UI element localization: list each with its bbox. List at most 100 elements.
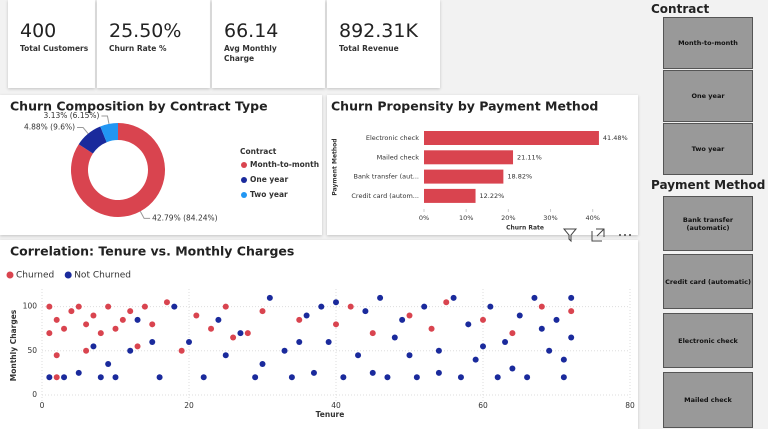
kpi-card: 66.14 Avg Monthly Charge — [212, 0, 325, 88]
scatter-point — [105, 303, 112, 310]
scatter-point — [347, 303, 354, 310]
more-icon[interactable] — [619, 234, 631, 236]
scatter-point — [61, 374, 68, 381]
y-axis-title: Payment Method — [332, 138, 339, 195]
chart-title: Churn Composition by Contract Type — [10, 99, 268, 114]
scatter-point — [560, 356, 567, 363]
scatter-point — [163, 299, 170, 306]
y-tick-label: Bank transfer (aut... — [353, 173, 419, 181]
scatter-point — [457, 374, 464, 381]
scatter-point — [355, 352, 362, 359]
scatter-point — [325, 338, 332, 345]
scatter-point — [281, 347, 288, 354]
scatter-point — [318, 303, 325, 310]
kpi-label: Avg Monthly Charge — [224, 44, 277, 63]
scatter-point — [406, 352, 413, 359]
slicer-option[interactable]: Month-to-month — [663, 17, 753, 69]
scatter-point — [450, 294, 457, 301]
kpi-card: 400 Total Customers — [8, 0, 95, 88]
scatter-point — [531, 294, 538, 301]
scatter-point — [222, 303, 229, 310]
scatter-point — [288, 374, 295, 381]
scatter-point — [127, 308, 134, 315]
x-tick-label: 40 — [331, 401, 341, 410]
scatter-point — [75, 303, 82, 310]
scatter-point — [46, 374, 53, 381]
y-tick-label: Mailed check — [377, 153, 420, 161]
scatter-point — [568, 308, 575, 315]
y-tick-label: 100 — [23, 302, 38, 311]
slicer-option[interactable]: Mailed check — [663, 372, 753, 428]
scatter-point — [230, 334, 237, 341]
scatter-point — [200, 374, 207, 381]
scatter-point — [61, 325, 68, 332]
scatter-point — [46, 330, 53, 337]
slicer-option[interactable]: Electronic check — [663, 313, 753, 368]
legend-swatch — [6, 271, 14, 279]
slicer-option[interactable]: Credit card (automatic) — [663, 254, 753, 309]
scatter-point — [443, 299, 450, 306]
scatter-point — [296, 316, 303, 323]
scatter-point — [480, 343, 486, 350]
scatter-point — [134, 343, 141, 350]
scatter-point — [53, 316, 60, 323]
legend-label: One year — [250, 175, 288, 184]
scatter-point — [399, 316, 406, 323]
bar-chart: Churn Propensity by Payment Method Electr… — [331, 99, 628, 232]
scatter-point — [413, 374, 420, 381]
scatter-point — [472, 356, 479, 363]
scatter-point — [83, 347, 90, 354]
scatter-point — [428, 325, 435, 332]
scatter-point — [494, 374, 501, 381]
scatter-point — [303, 312, 310, 319]
donut-slice — [71, 123, 165, 217]
legend-label: Churned — [16, 271, 54, 281]
scatter-point — [487, 303, 494, 310]
scatter-point — [90, 343, 97, 350]
legend-swatch — [64, 271, 72, 279]
legend-swatch — [241, 177, 247, 183]
slicer-option[interactable]: Two year — [663, 123, 753, 175]
legend-label: Two year — [250, 190, 288, 199]
x-tick-label: 40% — [585, 214, 599, 222]
scatter-point — [68, 308, 75, 315]
donut-panel: Churn Composition by Contract Type 42.79%… — [0, 95, 322, 235]
x-axis-title: Churn Rate — [506, 225, 544, 232]
scatter-point — [178, 347, 185, 354]
scatter-point — [112, 374, 119, 381]
scatter-point — [259, 308, 266, 315]
x-tick-label: 30% — [543, 214, 557, 222]
scatter-point — [186, 338, 192, 345]
kpi-value: 892.31K — [339, 20, 418, 42]
legend-label: Month-to-month — [250, 160, 319, 169]
legend-title: Contract — [240, 147, 277, 156]
kpi-card: 892.31K Total Revenue — [327, 0, 440, 88]
slicer-option[interactable]: Bank transfer (automatic) — [663, 196, 753, 251]
donut-chart: Churn Composition by Contract Type 42.79%… — [10, 99, 319, 223]
scatter-point — [141, 303, 148, 310]
filter-icon[interactable] — [562, 228, 578, 243]
y-tick-label: Electronic check — [366, 134, 419, 142]
scatter-point — [546, 347, 553, 354]
x-tick-label: 10% — [459, 214, 473, 222]
scatter-point — [149, 321, 156, 328]
scatter-point — [237, 330, 244, 337]
scatter-point — [568, 294, 575, 301]
slicer-option[interactable]: One year — [663, 70, 753, 122]
scatter-point — [208, 325, 215, 332]
data-label: 42.79% (84.24%) — [152, 213, 218, 222]
focus-icon[interactable] — [591, 228, 605, 242]
y-tick-label: 0 — [32, 390, 37, 399]
scatter-point — [244, 330, 251, 337]
bar-panel: Churn Propensity by Payment Method Electr… — [327, 95, 638, 235]
scatter-point — [340, 374, 347, 381]
slicer-title: Contract — [651, 2, 710, 16]
scatter-point — [435, 369, 442, 376]
scatter-point — [369, 330, 376, 337]
scatter-point — [509, 330, 516, 337]
scatter-point — [465, 321, 472, 328]
legend-swatch — [241, 192, 247, 198]
scatter-point — [538, 303, 545, 310]
scatter-point — [215, 316, 222, 323]
scatter-point — [310, 369, 317, 376]
